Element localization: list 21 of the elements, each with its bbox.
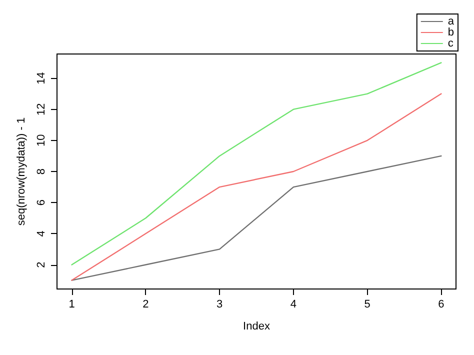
line-series: [71, 155, 442, 281]
x-tick-label: 3: [216, 298, 223, 310]
legend-label: c: [448, 38, 454, 50]
x-axis-title: Index: [243, 320, 270, 332]
line-series: [71, 62, 442, 266]
x-tick-label: 6: [438, 298, 444, 310]
y-tick-label: 6: [36, 200, 48, 206]
y-axis-title: seq(nrow(mydata)) - 1: [16, 117, 28, 226]
x-tick-label: 2: [142, 298, 149, 310]
y-tick-label: 10: [36, 134, 48, 147]
x-tick-label: 1: [68, 298, 75, 310]
x-tick-label: 5: [364, 298, 370, 310]
x-tick-label: 4: [290, 298, 297, 310]
legend-label: a: [448, 16, 455, 28]
legend-label: b: [448, 26, 454, 38]
y-tick-label: 8: [36, 168, 48, 175]
line-series: [71, 93, 442, 281]
y-tick-label: 12: [36, 103, 48, 116]
y-tick-label: 4: [36, 230, 48, 237]
y-tick-label: 2: [36, 262, 48, 268]
y-tick-label: 14: [36, 72, 48, 84]
